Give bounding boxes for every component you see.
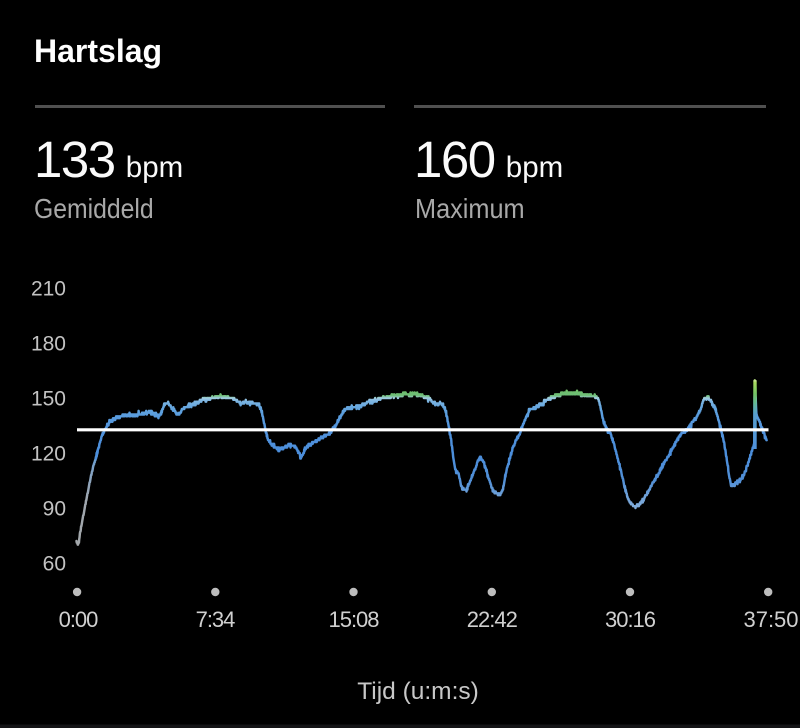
svg-text:90: 90 bbox=[43, 498, 66, 521]
svg-text:7:34: 7:34 bbox=[196, 607, 236, 632]
svg-text:30:16: 30:16 bbox=[605, 607, 656, 632]
svg-text:180: 180 bbox=[31, 333, 66, 356]
svg-text:15:08: 15:08 bbox=[328, 607, 379, 632]
svg-text:150: 150 bbox=[31, 388, 66, 411]
svg-text:Tijd (u:m:s): Tijd (u:m:s) bbox=[357, 678, 479, 705]
svg-text:37:50: 37:50 bbox=[743, 607, 798, 632]
svg-text:0:00: 0:00 bbox=[59, 607, 99, 632]
svg-text:210: 210 bbox=[31, 278, 66, 301]
svg-text:120: 120 bbox=[31, 443, 66, 466]
svg-text:22:42: 22:42 bbox=[467, 607, 518, 632]
svg-text:60: 60 bbox=[43, 553, 66, 576]
